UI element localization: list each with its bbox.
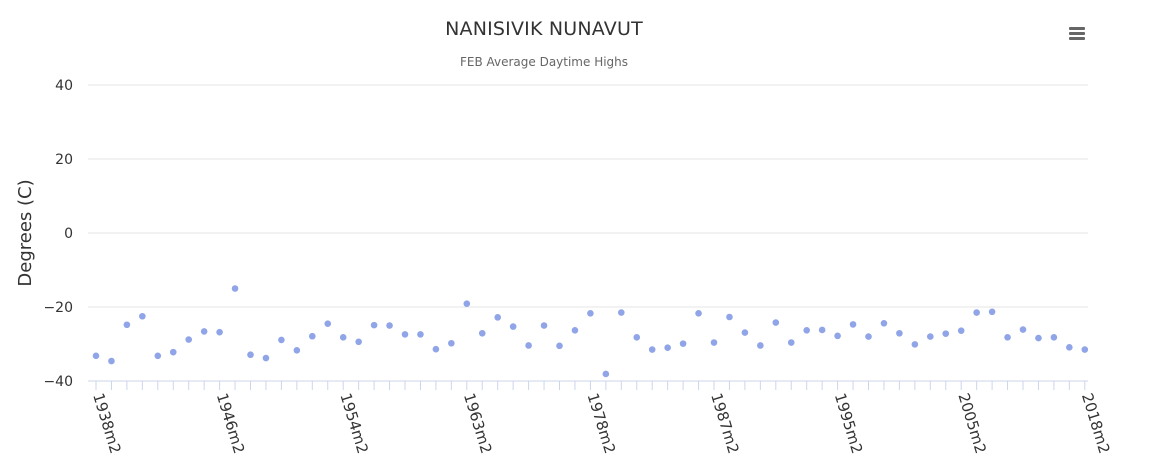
data-point[interactable]	[648, 346, 656, 353]
data-point[interactable]	[787, 339, 795, 346]
x-tick-label: 1978m2	[584, 391, 619, 456]
x-tick-label: 1987m2	[707, 391, 742, 456]
data-point[interactable]	[602, 370, 610, 378]
gridlines	[88, 84, 1088, 308]
data-point[interactable]	[401, 331, 409, 338]
data-point[interactable]	[262, 354, 270, 362]
data-point[interactable]	[200, 328, 208, 335]
data-point[interactable]	[355, 338, 362, 346]
x-tick-label: 1963m2	[460, 391, 495, 456]
data-point[interactable]	[896, 329, 903, 337]
data-point[interactable]	[1050, 334, 1058, 341]
data-point[interactable]	[849, 321, 857, 328]
data-point[interactable]	[463, 300, 471, 307]
y-tick-label: 0	[64, 226, 73, 242]
data-point[interactable]	[448, 339, 455, 347]
data-point[interactable]	[185, 336, 192, 343]
data-point[interactable]	[386, 322, 393, 329]
data-point[interactable]	[695, 309, 702, 317]
data-point[interactable]	[726, 313, 733, 321]
data-point[interactable]	[478, 329, 486, 337]
data-point[interactable]	[339, 334, 347, 341]
data-point[interactable]	[633, 334, 641, 341]
data-point[interactable]	[417, 331, 424, 338]
x-tick-label: 1995m2	[831, 391, 866, 456]
x-tick-label: 1938m2	[89, 391, 124, 456]
y-axis-ticks: 40 20 0 −20 −40	[43, 78, 73, 390]
chart-menu-button[interactable]	[1064, 24, 1090, 44]
x-tick-label: 2005m2	[954, 391, 989, 456]
x-tick-label: 2018m2	[1078, 391, 1113, 456]
data-point[interactable]	[1035, 334, 1042, 342]
data-point[interactable]	[556, 342, 563, 350]
y-tick-label: 40	[55, 78, 73, 94]
data-point[interactable]	[664, 344, 671, 352]
chart-title: NANISIVIK NUNAVUT	[445, 18, 643, 40]
data-point[interactable]	[880, 319, 888, 327]
data-point[interactable]	[772, 319, 780, 326]
data-point[interactable]	[293, 346, 301, 354]
y-tick-label: −40	[43, 374, 73, 390]
data-point[interactable]	[1004, 334, 1011, 341]
data-point[interactable]	[834, 332, 841, 340]
data-point[interactable]	[988, 308, 996, 316]
data-point[interactable]	[942, 330, 950, 337]
data-point[interactable]	[679, 340, 687, 347]
data-point[interactable]	[231, 285, 239, 292]
data-point[interactable]	[1081, 346, 1089, 353]
y-tick-label: −20	[43, 300, 73, 316]
data-point[interactable]	[494, 314, 502, 321]
x-axis-ticks: 1938m2 1946m2 1954m2 1963m2 1978m2 1987m2 1995…	[89, 391, 1113, 456]
x-tick-label: 1946m2	[213, 391, 248, 456]
data-point[interactable]	[803, 327, 810, 334]
data-point[interactable]	[540, 322, 548, 329]
data-point[interactable]	[432, 345, 440, 353]
data-point[interactable]	[108, 357, 115, 365]
data-point[interactable]	[324, 320, 332, 327]
data-point[interactable]	[1066, 344, 1073, 351]
data-point[interactable]	[927, 333, 934, 340]
data-point[interactable]	[818, 326, 826, 334]
data-points	[92, 285, 1089, 378]
data-point[interactable]	[618, 309, 625, 316]
data-point[interactable]	[216, 328, 223, 336]
data-point[interactable]	[139, 312, 146, 320]
data-point[interactable]	[509, 323, 517, 330]
x-tick-label: 1954m2	[336, 391, 371, 456]
data-point[interactable]	[370, 321, 378, 329]
data-point[interactable]	[92, 352, 100, 360]
data-point[interactable]	[247, 351, 254, 359]
data-point[interactable]	[911, 341, 919, 348]
x-axis	[88, 380, 1088, 390]
data-point[interactable]	[710, 339, 718, 346]
data-point[interactable]	[757, 342, 764, 349]
data-point[interactable]	[957, 327, 965, 334]
chart-subtitle: FEB Average Daytime Highs	[459, 55, 629, 69]
data-point[interactable]	[741, 329, 749, 336]
data-point[interactable]	[571, 327, 579, 334]
data-point[interactable]	[169, 348, 177, 356]
data-point[interactable]	[123, 321, 131, 329]
data-point[interactable]	[278, 336, 285, 344]
data-point[interactable]	[973, 309, 980, 316]
data-point[interactable]	[525, 342, 532, 349]
data-point[interactable]	[154, 352, 162, 360]
y-tick-label: 20	[55, 152, 73, 168]
data-point[interactable]	[587, 309, 594, 317]
data-point[interactable]	[309, 332, 316, 340]
y-axis-label: Degrees (C)	[15, 179, 36, 286]
data-point[interactable]	[865, 333, 872, 340]
data-point[interactable]	[1019, 326, 1027, 333]
